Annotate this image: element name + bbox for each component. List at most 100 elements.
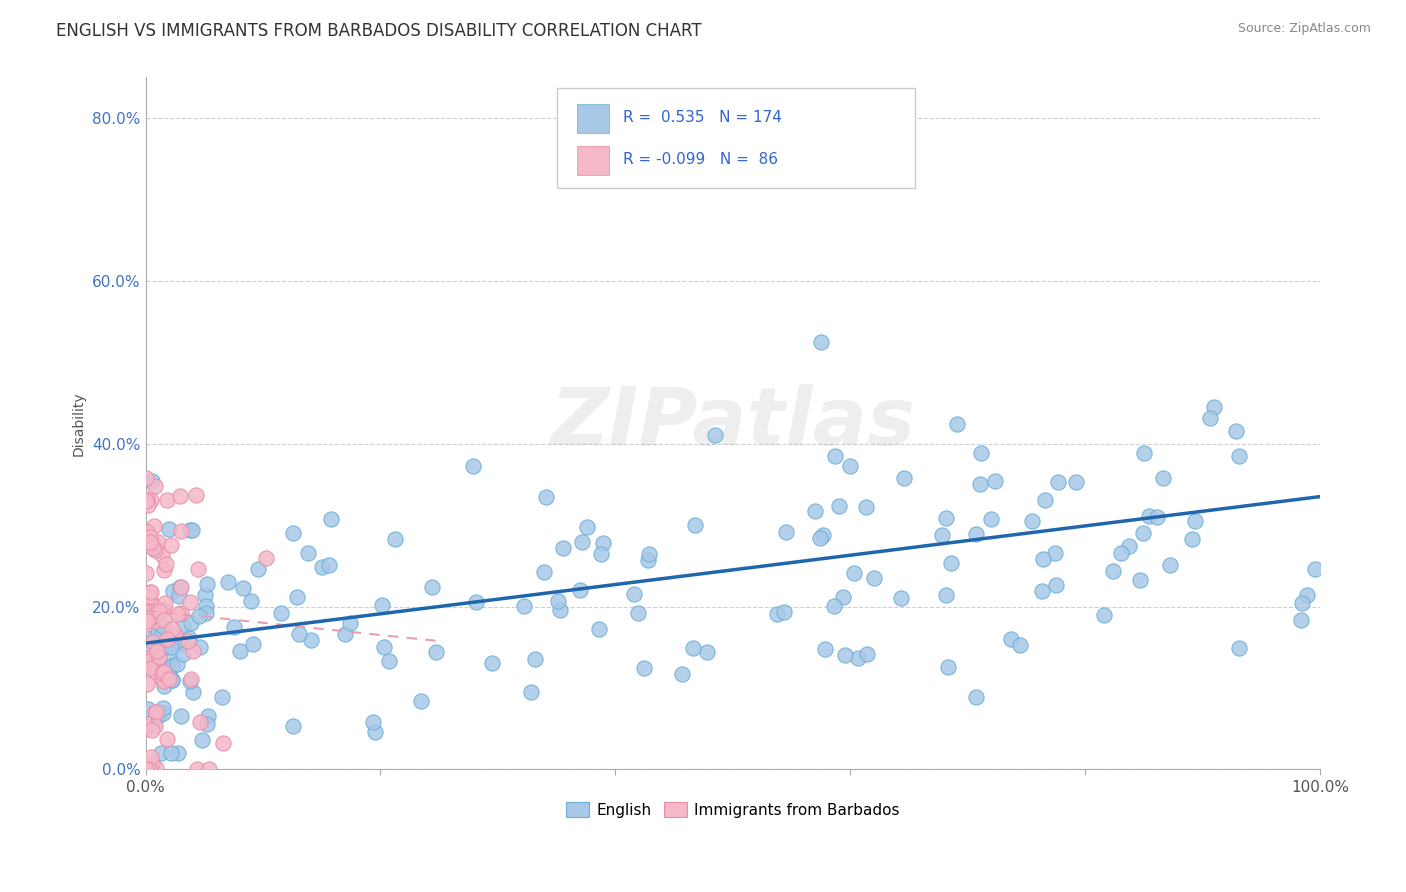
Point <box>548 602 571 616</box>
Point <box>188 640 211 654</box>
Point <box>136 492 159 507</box>
Point <box>135 566 157 580</box>
Point <box>1064 475 1087 490</box>
Point <box>152 672 174 686</box>
Point <box>811 528 834 542</box>
Point <box>141 649 163 664</box>
Point <box>195 599 218 613</box>
Point <box>141 661 163 675</box>
Point <box>136 607 159 621</box>
Point <box>856 647 879 661</box>
Point <box>1159 558 1181 573</box>
Point <box>141 597 163 611</box>
Point <box>1291 613 1313 627</box>
Point <box>197 762 219 776</box>
Text: ENGLISH VS IMMIGRANTS FROM BARBADOS DISABILITY CORRELATION CHART: ENGLISH VS IMMIGRANTS FROM BARBADOS DISA… <box>56 22 702 40</box>
Point <box>893 471 915 485</box>
FancyBboxPatch shape <box>557 87 915 188</box>
Point <box>152 619 174 633</box>
Point <box>936 660 959 674</box>
Point <box>592 535 614 549</box>
Point <box>138 585 160 599</box>
Point <box>141 659 163 673</box>
Point <box>170 708 193 723</box>
Point <box>1303 561 1326 575</box>
Point <box>591 547 613 561</box>
Point <box>576 520 599 534</box>
Point <box>167 634 190 648</box>
Point <box>136 676 159 690</box>
Point <box>190 732 212 747</box>
Point <box>534 490 557 504</box>
Point <box>139 653 162 667</box>
Point <box>969 476 991 491</box>
Point <box>810 334 832 349</box>
Point <box>1146 510 1168 524</box>
Point <box>553 541 575 555</box>
Point <box>135 616 157 631</box>
Point <box>139 536 162 550</box>
Point <box>138 701 160 715</box>
Point <box>188 714 211 729</box>
Point <box>384 533 406 547</box>
Point <box>135 470 157 484</box>
Point <box>844 566 866 580</box>
Point <box>169 580 191 594</box>
Point <box>696 645 718 659</box>
Point <box>146 534 169 549</box>
Point <box>1045 578 1067 592</box>
Point <box>1199 410 1222 425</box>
Point <box>153 613 176 627</box>
Point <box>157 522 180 536</box>
Point <box>141 749 163 764</box>
Point <box>159 746 181 760</box>
Point <box>166 607 188 622</box>
Point <box>481 657 503 671</box>
Point <box>194 606 217 620</box>
Point <box>156 662 179 676</box>
Point <box>1137 508 1160 523</box>
Point <box>195 577 218 591</box>
Point <box>150 746 173 760</box>
Point <box>1129 573 1152 587</box>
Point <box>160 622 183 636</box>
Point <box>194 588 217 602</box>
Point <box>370 598 392 612</box>
Point <box>935 511 957 525</box>
Point <box>824 450 846 464</box>
Point <box>361 715 384 730</box>
Point <box>172 619 194 633</box>
Point <box>141 723 163 737</box>
Point <box>135 605 157 619</box>
Point <box>139 492 162 507</box>
Text: Source: ZipAtlas.com: Source: ZipAtlas.com <box>1237 22 1371 36</box>
Point <box>148 604 170 618</box>
Point <box>863 571 886 585</box>
Y-axis label: Disability: Disability <box>72 391 86 456</box>
Point <box>135 762 157 776</box>
Point <box>145 657 167 671</box>
FancyBboxPatch shape <box>576 104 609 133</box>
Point <box>138 604 160 618</box>
Point <box>146 709 169 723</box>
Point <box>773 606 796 620</box>
Point <box>160 658 183 673</box>
Point <box>965 690 987 705</box>
Point <box>153 673 176 688</box>
Text: R = -0.099   N =  86: R = -0.099 N = 86 <box>623 152 779 167</box>
Point <box>931 528 953 542</box>
FancyBboxPatch shape <box>576 146 609 176</box>
Point <box>145 761 167 775</box>
Point <box>143 719 166 733</box>
Point <box>569 582 592 597</box>
Point <box>148 649 170 664</box>
Point <box>247 562 270 576</box>
Point <box>703 427 725 442</box>
Point <box>177 631 200 645</box>
Point <box>139 535 162 549</box>
Point <box>519 685 541 699</box>
Point <box>1181 532 1204 546</box>
Point <box>165 627 187 641</box>
Point <box>890 591 912 605</box>
Point <box>285 590 308 604</box>
